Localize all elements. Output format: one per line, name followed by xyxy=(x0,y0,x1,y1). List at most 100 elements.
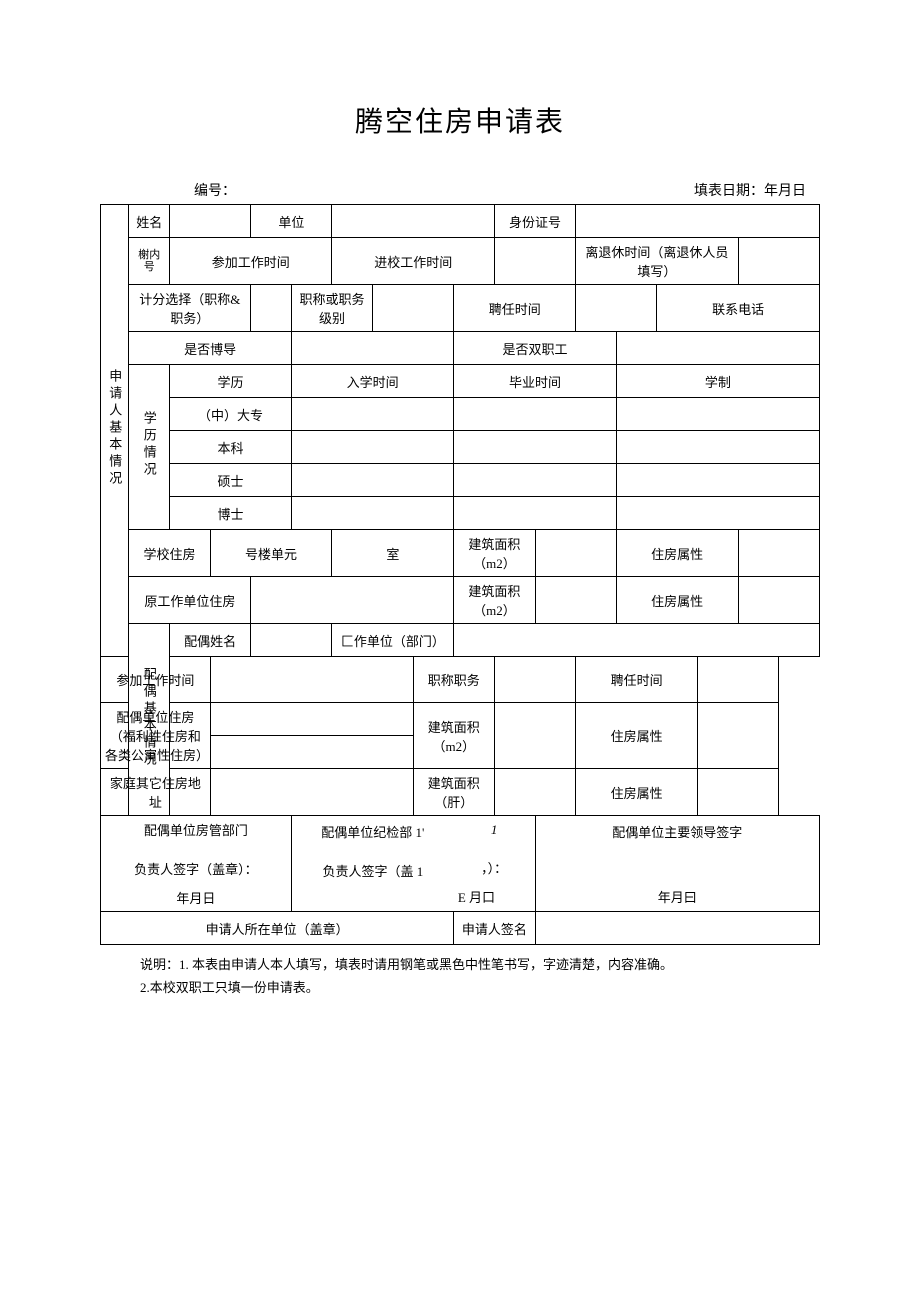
page-container: 腾空住房申请表 编号： 填表日期：年月日 申请人基本情况 姓名 单位 身份证号 xyxy=(0,0,920,1060)
edu-r4-system xyxy=(616,497,819,530)
spouse-area-value-2 xyxy=(494,769,575,816)
spouse-work-unit-label: 匚作单位（部门） xyxy=(332,624,454,657)
spouse-title-duty-value xyxy=(494,657,575,703)
edu-col-degree: 学历 xyxy=(170,365,292,398)
score-choice-label: 计分选择（职称&职务） xyxy=(129,285,251,332)
applicant-sign-value xyxy=(535,912,819,945)
room-label: 室 xyxy=(332,530,454,577)
applicant-section-label: 申请人基本情况 xyxy=(101,205,129,657)
phone-label: 联系电话 xyxy=(657,285,820,332)
spouse-unit-housing-value-1 xyxy=(210,703,413,736)
school-housing-label: 学校住房 xyxy=(129,530,210,577)
id-value xyxy=(576,205,820,238)
applicant-sign-label: 申请人签名 xyxy=(454,912,535,945)
inner-no-label: 榭内号 xyxy=(129,238,170,285)
spouse-appoint-time-value xyxy=(697,657,778,703)
meta-row: 编号： 填表日期：年月日 xyxy=(100,180,820,200)
edu-col-system: 学制 xyxy=(616,365,819,398)
form-title: 腾空住房申请表 xyxy=(100,100,820,140)
signature-block-2a: 配偶单位纪检部 1' 负责人签字（盖 1 xyxy=(291,816,453,912)
sig1-sign: 负责人签字（盖章）： xyxy=(105,859,287,878)
edu-r1-enroll xyxy=(291,398,453,431)
spouse-unit-housing-value-2 xyxy=(210,736,413,769)
join-work-label: 参加工作时间 xyxy=(170,238,332,285)
area-label-2: 建筑面积（m2） xyxy=(454,577,535,624)
retire-time-value xyxy=(738,238,819,285)
prop-value-1 xyxy=(738,530,819,577)
spouse-area-value-1 xyxy=(494,703,575,769)
prop-label-2: 住房属性 xyxy=(616,577,738,624)
sig2-sign-b: ，）： xyxy=(458,858,531,877)
fill-date-label: 填表日期：年月日 xyxy=(694,180,816,200)
edu-row-1: （中）大专 xyxy=(170,398,292,431)
score-choice-value xyxy=(251,285,292,332)
edu-r1-system xyxy=(616,398,819,431)
name-value xyxy=(170,205,251,238)
sig2-oddchar: 1 xyxy=(458,822,531,838)
edu-col-grad: 毕业时间 xyxy=(454,365,616,398)
edu-r4-grad xyxy=(454,497,616,530)
is-supervisor-value xyxy=(291,332,453,365)
unit-value xyxy=(332,205,494,238)
appoint-time-label: 聘任时间 xyxy=(454,285,576,332)
edu-r3-system xyxy=(616,464,819,497)
sig2-title: 配偶单位纪检部 1' xyxy=(296,822,450,841)
signature-block-2b: 1 ，）： E 月口 xyxy=(454,816,535,912)
sig1-title: 配偶单位房管部门 xyxy=(105,820,287,839)
sig2-date: E 月口 xyxy=(458,887,531,906)
signature-block-3: 配偶单位主要领导签字 年月曰 xyxy=(535,816,819,912)
spouse-other-housing-value xyxy=(210,769,413,816)
is-dual-value xyxy=(616,332,819,365)
signature-block-1: 配偶单位房管部门 负责人签字（盖章）： 年月日 xyxy=(101,816,292,912)
edu-block-label: 学历情况 xyxy=(129,365,170,530)
spouse-area-label-1: 建筑面积（m2） xyxy=(413,703,494,769)
applicant-unit-label: 申请人所在单位（盖章） xyxy=(101,912,454,945)
edu-col-enroll: 入学时间 xyxy=(291,365,453,398)
edu-r3-enroll xyxy=(291,464,453,497)
edu-r3-grad xyxy=(454,464,616,497)
area-value-2 xyxy=(535,577,616,624)
spouse-work-unit-value xyxy=(454,624,820,657)
spouse-join-work-value xyxy=(210,657,413,703)
sig3-date: 年月曰 xyxy=(540,887,815,906)
spouse-prop-value-1 xyxy=(697,703,778,769)
area-value-1 xyxy=(535,530,616,577)
title-level-value xyxy=(373,285,454,332)
appoint-time-value xyxy=(576,285,657,332)
edu-r2-grad xyxy=(454,431,616,464)
is-dual-label: 是否双职工 xyxy=(454,332,616,365)
serial-label: 编号： xyxy=(104,180,694,200)
sig2-date-placeholder xyxy=(296,890,450,906)
former-housing-label: 原工作单位住房 xyxy=(129,577,251,624)
name-label: 姓名 xyxy=(129,205,170,238)
prop-value-2 xyxy=(738,577,819,624)
spouse-area-label-2: 建筑面积（肝） xyxy=(413,769,494,816)
spouse-name-label: 配偶姓名 xyxy=(170,624,251,657)
edu-row-4: 博士 xyxy=(170,497,292,530)
edu-row-2: 本科 xyxy=(170,431,292,464)
edu-r1-grad xyxy=(454,398,616,431)
prop-label-1: 住房属性 xyxy=(616,530,738,577)
sig1-date: 年月日 xyxy=(105,888,287,907)
note-1: 说明：1. 本表由申请人本人填写，填表时请用钢笔或黑色中性笔书写，字迹清楚，内容… xyxy=(140,953,820,976)
edu-row-3: 硕士 xyxy=(170,464,292,497)
enter-school-label: 进校工作时间 xyxy=(332,238,494,285)
edu-r4-enroll xyxy=(291,497,453,530)
enter-school-value xyxy=(494,238,575,285)
spouse-appoint-time-label: 聘任时间 xyxy=(576,657,698,703)
title-level-label: 职称或职务级别 xyxy=(291,285,372,332)
is-supervisor-label: 是否博导 xyxy=(129,332,291,365)
building-unit-label: 号楼单元 xyxy=(210,530,332,577)
sig3-title: 配偶单位主要领导签字 xyxy=(540,822,815,841)
edu-r2-enroll xyxy=(291,431,453,464)
notes-block: 说明：1. 本表由申请人本人填写，填表时请用钢笔或黑色中性笔书写，字迹清楚，内容… xyxy=(100,953,820,1000)
spouse-unit-housing-label: 配偶单位住房（福利性住房和各类公寓性住房） xyxy=(101,703,211,769)
sig2-sign: 负责人签字（盖 1 xyxy=(296,861,450,880)
retire-time-label: 离退休时间（离退休人员填写） xyxy=(576,238,738,285)
spouse-name-value xyxy=(251,624,332,657)
edu-r2-system xyxy=(616,431,819,464)
spouse-prop-value-2 xyxy=(697,769,778,816)
sig3-blank xyxy=(540,861,815,877)
application-form-table: 申请人基本情况 姓名 单位 身份证号 榭内号 参加工作时间 进校工作时间 离退休… xyxy=(100,204,820,945)
note-2: 2.本校双职工只填一份申请表。 xyxy=(140,976,820,999)
